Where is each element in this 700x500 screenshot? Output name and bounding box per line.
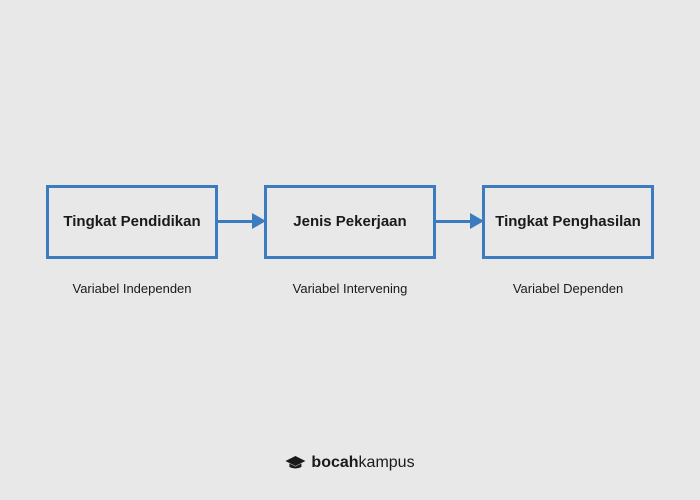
node-title-1: Tingkat Pendidikan <box>63 213 200 230</box>
graduation-cap-icon <box>285 456 305 470</box>
node-intervening: Jenis Pekerjaan Variabel Intervening <box>264 185 436 296</box>
node-caption-3: Variabel Dependen <box>513 281 623 296</box>
brand-text-bold: bocah <box>311 454 358 471</box>
brand-text: bocahkampus <box>311 454 414 472</box>
node-independent: Tingkat Pendidikan Variabel Independen <box>46 185 218 296</box>
node-title-2: Jenis Pekerjaan <box>293 213 406 230</box>
arrow-line-1 <box>216 220 252 223</box>
node-box-3: Tingkat Penghasilan <box>482 185 654 259</box>
node-title-3: Tingkat Penghasilan <box>495 213 641 230</box>
brand-logo: bocahkampus <box>285 454 414 472</box>
arrow-1 <box>216 213 266 229</box>
node-dependent: Tingkat Penghasilan Variabel Dependen <box>482 185 654 296</box>
brand-text-thin: kampus <box>359 454 415 471</box>
node-box-2: Jenis Pekerjaan <box>264 185 436 259</box>
node-caption-2: Variabel Intervening <box>293 281 408 296</box>
flowchart-row: Tingkat Pendidikan Variabel Independen J… <box>46 185 654 296</box>
node-caption-1: Variabel Independen <box>72 281 191 296</box>
arrow-2 <box>434 213 484 229</box>
arrow-line-2 <box>434 220 470 223</box>
node-box-1: Tingkat Pendidikan <box>46 185 218 259</box>
